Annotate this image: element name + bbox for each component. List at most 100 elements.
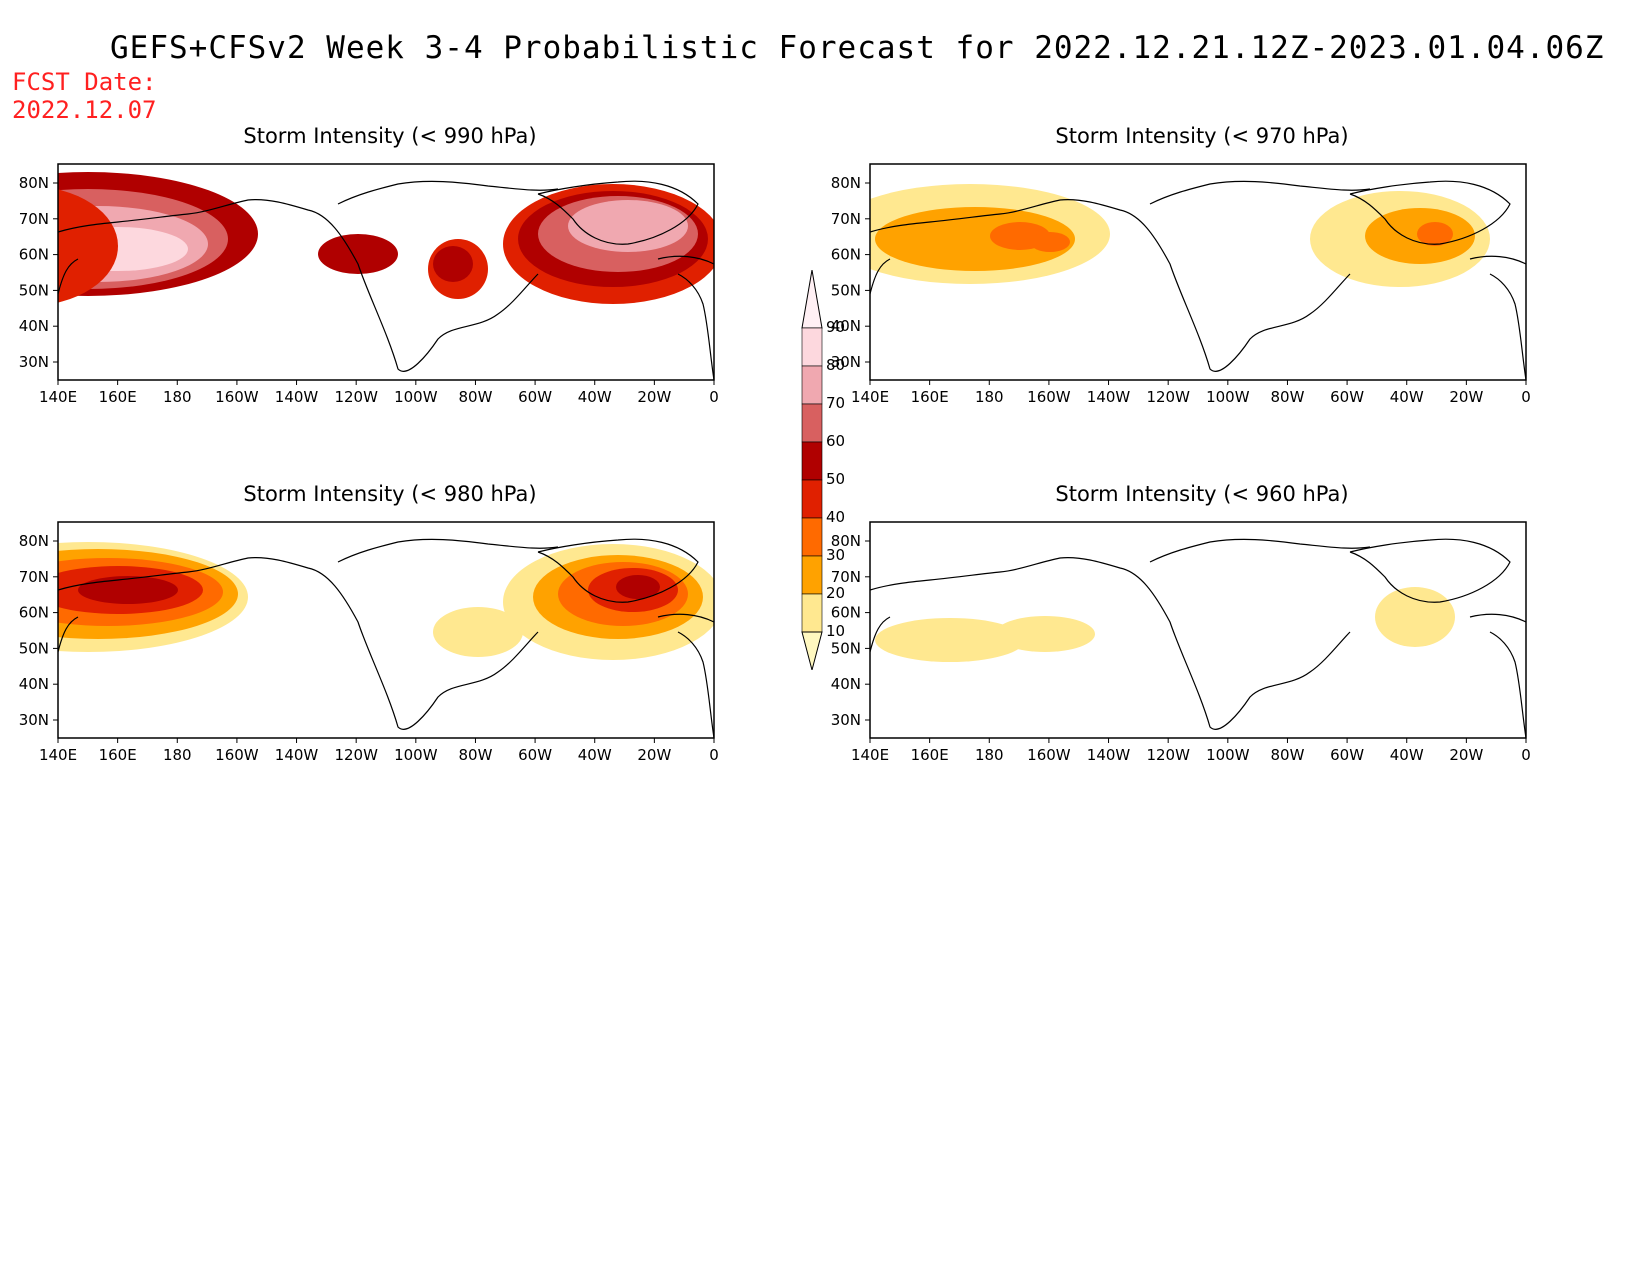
- coastline: [1469, 255, 1526, 265]
- colorbar-segment: [801, 403, 823, 443]
- lat-tick-label: 40N: [831, 317, 861, 335]
- lon-tick-label: 140E: [39, 746, 77, 764]
- lon-tick-label: 60W: [1330, 388, 1364, 406]
- fcst-label: FCST Date:: [12, 68, 157, 96]
- lon-tick-label: 0: [1521, 746, 1531, 764]
- coastline: [870, 258, 891, 295]
- lon-tick-label: 160W: [1027, 746, 1071, 764]
- coastline-group: [58, 538, 714, 738]
- panel-960: Storm Intensity (< 960 hPa) 140E 160E 180 1…: [812, 482, 1612, 862]
- coastline: [337, 180, 559, 205]
- fcst-date: 2022.12.07: [12, 96, 157, 124]
- coastline: [677, 273, 714, 380]
- lon-tick-label: 160E: [911, 388, 949, 406]
- map-frame: [869, 163, 1527, 381]
- lon-tick-label: 160E: [99, 388, 137, 406]
- lat-tick-label: 70N: [831, 210, 861, 228]
- lon-tick-label: 180: [975, 388, 1004, 406]
- coastline: [870, 199, 1351, 372]
- colorbar-bottom-arrow: [801, 631, 823, 670]
- lon-tick-label: 160E: [99, 746, 137, 764]
- lon-tick-label: 80W: [1270, 388, 1304, 406]
- colorbar-segment: [801, 365, 823, 405]
- coastline: [58, 199, 539, 372]
- probability-contour: [616, 575, 660, 599]
- lon-tick-label: 160W: [215, 388, 259, 406]
- lat-tick-label: 50N: [19, 639, 49, 657]
- coastline: [870, 616, 891, 653]
- lon-tick-label: 140W: [1087, 746, 1131, 764]
- panel-title-960: Storm Intensity (< 960 hPa): [1055, 482, 1349, 506]
- coastline: [1349, 538, 1511, 603]
- lon-tick-label: 40W: [1390, 388, 1424, 406]
- lon-tick-label: 140W: [275, 746, 319, 764]
- lon-tick-label: 60W: [518, 746, 552, 764]
- lon-tick-label: 120W: [334, 746, 378, 764]
- lon-tick-label: 40W: [578, 746, 612, 764]
- lat-tick-label: 30N: [831, 353, 861, 371]
- coastline: [1349, 180, 1511, 245]
- lon-tick-label: 80W: [458, 746, 492, 764]
- lon-tick-label: 160W: [215, 746, 259, 764]
- lat-tick-label: 70N: [19, 568, 49, 586]
- coastline: [58, 616, 79, 653]
- probability-contour: [875, 618, 1025, 662]
- lon-tick-label: 140E: [39, 388, 77, 406]
- lat-tick-label: 60N: [19, 604, 49, 622]
- colorbar-label: 70: [826, 394, 845, 412]
- lon-tick-label: 0: [709, 746, 719, 764]
- lon-tick-label: 180: [975, 746, 1004, 764]
- lat-tick-label: 70N: [19, 210, 49, 228]
- lat-tick-label: 70N: [831, 568, 861, 586]
- lat-tick-label: 80N: [19, 532, 49, 550]
- coastline: [537, 538, 699, 603]
- colorbar-label: 80: [826, 356, 845, 374]
- lon-tick-label: 80W: [458, 388, 492, 406]
- lon-tick-label: 40W: [578, 388, 612, 406]
- panel-970: Storm Intensity (< 970 hPa) 140E 160E 180 1…: [812, 124, 1612, 504]
- coastline: [58, 258, 79, 295]
- map-980: 140E 160E 180 160W 140W 120W 100W 80W 60W 40W 20W 0…: [19, 521, 719, 764]
- lat-tick-label: 80N: [19, 174, 49, 192]
- lon-tick-label: 20W: [1449, 746, 1483, 764]
- coastline: [1469, 613, 1526, 623]
- map-960: 140E 160E 180 160W 140W 120W 100W 80W 60W 40W 20W 0…: [831, 521, 1531, 764]
- lat-tick-label: 50N: [19, 281, 49, 299]
- lon-tick-label: 160W: [1027, 388, 1071, 406]
- coastline: [1149, 538, 1371, 563]
- probability-field: [58, 172, 714, 304]
- panel-title-980: Storm Intensity (< 980 hPa): [243, 482, 537, 506]
- lon-tick-label: 0: [1521, 388, 1531, 406]
- main-title: GEFS+CFSv2 Week 3-4 Probabilistic Foreca…: [110, 30, 1605, 66]
- probability-field: [870, 184, 1490, 287]
- colorbar-label: 10: [826, 622, 845, 640]
- coastline-group: [870, 180, 1526, 380]
- lon-tick-label: 40W: [1390, 746, 1424, 764]
- lat-tick-label: 60N: [831, 246, 861, 264]
- probability-contour: [995, 616, 1095, 652]
- lon-tick-label: 180: [163, 746, 192, 764]
- lon-tick-label: 120W: [1146, 388, 1190, 406]
- colorbar-label: 90: [826, 318, 845, 336]
- probability-field: [875, 587, 1455, 662]
- forecast-date-block: FCST Date: 2022.12.07: [12, 68, 157, 124]
- coastline: [657, 613, 714, 623]
- lat-tick-label: 50N: [831, 281, 861, 299]
- colorbar-segment: [801, 555, 823, 595]
- map-990: 140E 160E 180 160W 140W 120W 100W 80W 60W 40W 20W 0…: [19, 163, 719, 406]
- probability-field: [58, 542, 714, 660]
- lon-tick-label: 100W: [394, 388, 438, 406]
- lon-tick-label: 120W: [1146, 746, 1190, 764]
- panel-title-990: Storm Intensity (< 990 hPa): [243, 124, 537, 148]
- lat-tick-label: 30N: [19, 711, 49, 729]
- colorbar-label: 40: [826, 508, 845, 526]
- lon-tick-label: 100W: [1206, 746, 1250, 764]
- colorbar-label: 50: [826, 470, 845, 488]
- probability-contour: [78, 576, 178, 604]
- lat-tick-label: 50N: [831, 639, 861, 657]
- coastline: [337, 538, 559, 563]
- colorbar: 10 20 30 40 50 60 70 80 90: [801, 270, 845, 670]
- panel-title-970: Storm Intensity (< 970 hPa): [1055, 124, 1349, 148]
- lat-tick-label: 40N: [19, 675, 49, 693]
- probability-contour: [58, 189, 118, 303]
